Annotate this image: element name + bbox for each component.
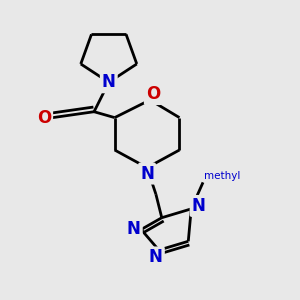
- Text: N: N: [102, 73, 116, 91]
- Text: N: N: [127, 220, 141, 238]
- Text: N: N: [149, 248, 163, 266]
- Text: N: N: [140, 165, 154, 183]
- Text: N: N: [192, 197, 206, 215]
- Text: O: O: [37, 109, 51, 127]
- Text: methyl: methyl: [205, 171, 241, 181]
- Text: O: O: [146, 85, 160, 103]
